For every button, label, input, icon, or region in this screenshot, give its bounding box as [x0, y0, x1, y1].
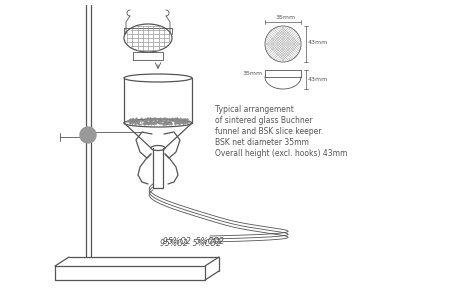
Text: funnel and BSK slice keeper.: funnel and BSK slice keeper.: [215, 127, 323, 136]
Text: 95%O2  5%CO2: 95%O2 5%CO2: [163, 236, 224, 245]
Circle shape: [80, 127, 96, 143]
Text: 35mm: 35mm: [243, 71, 263, 76]
Text: 35mm: 35mm: [276, 15, 296, 20]
Text: Typical arrangement: Typical arrangement: [215, 105, 294, 114]
Text: 43mm: 43mm: [308, 77, 328, 82]
Text: Overall height (excl. hooks) 43mm: Overall height (excl. hooks) 43mm: [215, 149, 347, 158]
Text: 43mm: 43mm: [308, 40, 328, 44]
Text: of sintered glass Buchner: of sintered glass Buchner: [215, 116, 313, 125]
Text: BSK net diameter 35mm: BSK net diameter 35mm: [215, 138, 309, 147]
Text: 95%O2  5%CO2: 95%O2 5%CO2: [160, 238, 221, 247]
